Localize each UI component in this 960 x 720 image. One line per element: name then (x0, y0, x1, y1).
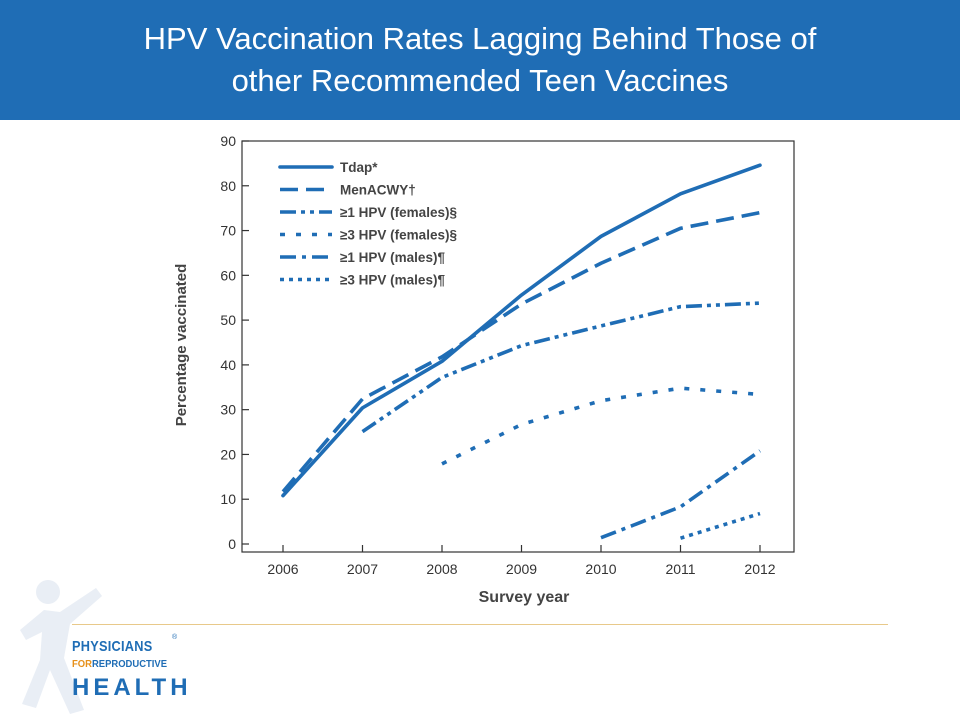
series-line-0 (281, 163, 762, 498)
x-tick-label: 2011 (665, 561, 695, 577)
title-bar: HPV Vaccination Rates Lagging Behind Tho… (0, 0, 960, 120)
chart-plot-frame (241, 140, 795, 553)
x-axis: 2006 2007 2008 2009 2010 2011 2012 (267, 545, 776, 577)
logo-reproductive: REPRODUCTIVE (91, 658, 168, 670)
x-tick-label: 2010 (585, 561, 616, 577)
brand-logo: PHYSICIANS ® FORREPRODUCTIVE HEALTH (72, 634, 188, 704)
legend-label: ≥3 HPV (males)¶ (340, 273, 445, 288)
slide-title: HPV Vaccination Rates Lagging Behind Tho… (143, 21, 817, 98)
y-tick-label: 30 (220, 402, 236, 418)
y-axis-label: Percentage vaccinated (173, 264, 190, 427)
logo-for: FOR (72, 658, 92, 670)
x-tick-label: 2012 (744, 561, 775, 577)
chart: 0 10 20 30 40 50 60 70 80 90 2006 2007 2008 2009 2010… (160, 125, 800, 615)
series-line-3 (441, 386, 761, 466)
logo-line-health: HEALTH (72, 674, 192, 701)
y-tick-label: 90 (220, 133, 236, 149)
y-tick-label: 70 (220, 223, 236, 239)
logo-registered-mark: ® (172, 634, 178, 641)
legend-label: ≥1 HPV (females)§ (340, 205, 457, 220)
legend-label: ≥1 HPV (males)¶ (340, 250, 445, 265)
y-axis: 0 10 20 30 40 50 60 70 80 90 (220, 133, 249, 552)
y-tick-label: 40 (220, 357, 236, 373)
y-tick-label: 10 (220, 491, 236, 507)
y-tick-label: 60 (220, 267, 236, 283)
y-tick-label: 50 (220, 312, 236, 328)
legend-label: Tdap* (340, 160, 378, 175)
legend-label: MenACWY† (340, 183, 416, 198)
y-tick-label: 20 (220, 446, 236, 462)
logo-line-for-reproductive: FORREPRODUCTIVE (72, 658, 167, 670)
footer-divider (72, 624, 888, 625)
series-line-2 (361, 301, 761, 434)
x-axis-label: Survey year (479, 589, 570, 606)
legend: Tdap* MenACWY† ≥1 HPV (females)§ ≥3 HPV (fe… (278, 160, 457, 288)
logo-line-physicians: PHYSICIANS (72, 638, 153, 655)
decorative-figure-icon (20, 580, 102, 714)
x-tick-label: 2008 (426, 561, 457, 577)
x-tick-label: 2006 (267, 561, 298, 577)
series-line-4 (600, 449, 762, 540)
x-tick-label: 2007 (347, 561, 378, 577)
x-tick-label: 2009 (506, 561, 537, 577)
series-line-5 (679, 511, 761, 540)
series-lines (281, 163, 762, 540)
y-tick-label: 0 (228, 536, 236, 552)
line-chart-svg: 0 10 20 30 40 50 60 70 80 90 2006 2007 2008 2009 2010… (173, 133, 795, 606)
legend-label: ≥3 HPV (females)§ (340, 228, 457, 243)
y-tick-label: 80 (220, 178, 236, 194)
series-line-1 (281, 210, 761, 493)
